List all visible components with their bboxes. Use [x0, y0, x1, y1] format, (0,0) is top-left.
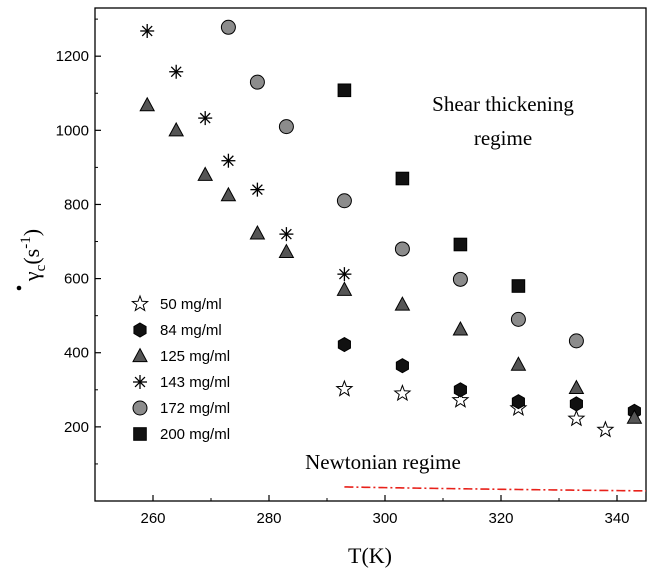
- data-point: [220, 186, 237, 202]
- data-point: [198, 111, 213, 126]
- legend-label: 50 mg/ml: [160, 296, 222, 313]
- y-axis-unit: (s: [19, 249, 44, 265]
- x-tick-label: 320: [488, 510, 513, 527]
- y-axis-subscript: c: [33, 264, 49, 271]
- x-axis-ticks: 260 280 300 320 340: [94, 495, 630, 527]
- legend-label: 172 mg/ml: [160, 400, 230, 417]
- data-point: [568, 379, 585, 395]
- y-tick-label: 1200: [56, 48, 89, 65]
- annotation-shear-regime: regime: [474, 126, 532, 150]
- y-tick-label: 200: [64, 419, 89, 436]
- data-point: [453, 382, 467, 398]
- data-point: [393, 384, 412, 402]
- data-point: [336, 193, 352, 209]
- y-axis-symbol: γ: [19, 271, 44, 282]
- legend-marker-icon: [133, 427, 147, 441]
- x-tick-label: 260: [140, 510, 165, 527]
- data-point: [336, 281, 353, 296]
- data-point: [568, 333, 584, 349]
- y-axis-dot-icon: [16, 285, 22, 291]
- data-points: [139, 19, 643, 438]
- data-point: [168, 121, 185, 137]
- legend-marker-icon: [133, 375, 147, 389]
- x-tick-label: 280: [256, 510, 281, 527]
- annotation-newtonian: Newtonian regime: [305, 450, 461, 474]
- data-point: [569, 396, 583, 412]
- data-point: [337, 267, 352, 282]
- data-point: [567, 409, 586, 427]
- y-axis-ticks: 200 400 600 800 1000 1200: [56, 18, 101, 465]
- y-axis-unit-exponent: -1: [18, 236, 34, 249]
- data-point: [394, 296, 411, 311]
- y-axis-unit-close: ): [19, 229, 44, 236]
- data-point: [395, 171, 410, 186]
- fit-curves: [344, 486, 646, 492]
- data-point: [626, 409, 643, 424]
- y-axis-title: γc(s-1): [16, 229, 49, 291]
- y-tick-label: 600: [64, 271, 89, 288]
- data-point: [453, 237, 468, 252]
- data-point: [249, 74, 265, 90]
- data-point: [451, 390, 470, 408]
- svg-text:γc(s-1): γc(s-1): [18, 229, 49, 282]
- data-point: [220, 19, 236, 35]
- data-point: [197, 166, 214, 181]
- data-point: [394, 241, 410, 257]
- fit-curve: [344, 486, 646, 492]
- legend-marker-icon: [132, 400, 148, 416]
- data-point: [337, 336, 351, 353]
- data-point: [337, 83, 352, 98]
- legend-marker-icon: [130, 294, 150, 312]
- legend: 50 mg/ml 84 mg/ml 125 mg/ml 143 mg/ml 172 mg…: [130, 294, 230, 443]
- data-point: [221, 153, 236, 168]
- legend-label: 125 mg/ml: [160, 348, 230, 365]
- annotation-shear-thickening: Shear thickening: [432, 92, 574, 116]
- legend-label: 84 mg/ml: [160, 322, 222, 339]
- y-tick-label: 400: [64, 345, 89, 362]
- data-point: [511, 279, 526, 293]
- legend-label: 143 mg/ml: [160, 374, 230, 391]
- data-point: [510, 356, 527, 371]
- data-point: [169, 64, 184, 79]
- data-point: [139, 96, 156, 112]
- data-point: [278, 243, 295, 259]
- data-point: [452, 271, 468, 287]
- data-point: [452, 320, 469, 336]
- legend-marker-icon: [133, 322, 147, 338]
- data-point: [278, 119, 294, 135]
- data-point: [335, 379, 354, 397]
- data-point: [249, 224, 266, 240]
- data-point: [250, 182, 265, 197]
- data-point: [279, 227, 294, 242]
- data-point: [140, 23, 155, 38]
- legend-marker-icon: [132, 347, 148, 363]
- x-tick-label: 300: [372, 510, 397, 527]
- plot-frame: [94, 7, 647, 502]
- x-tick-label: 340: [604, 510, 629, 527]
- legend-label: 200 mg/ml: [160, 426, 230, 443]
- y-tick-label: 800: [64, 196, 89, 213]
- data-point: [596, 420, 615, 438]
- y-tick-label: 1000: [56, 122, 89, 139]
- data-point: [510, 311, 526, 327]
- x-axis-title: T(K): [348, 543, 392, 568]
- data-point: [395, 358, 409, 374]
- data-point: [511, 394, 525, 410]
